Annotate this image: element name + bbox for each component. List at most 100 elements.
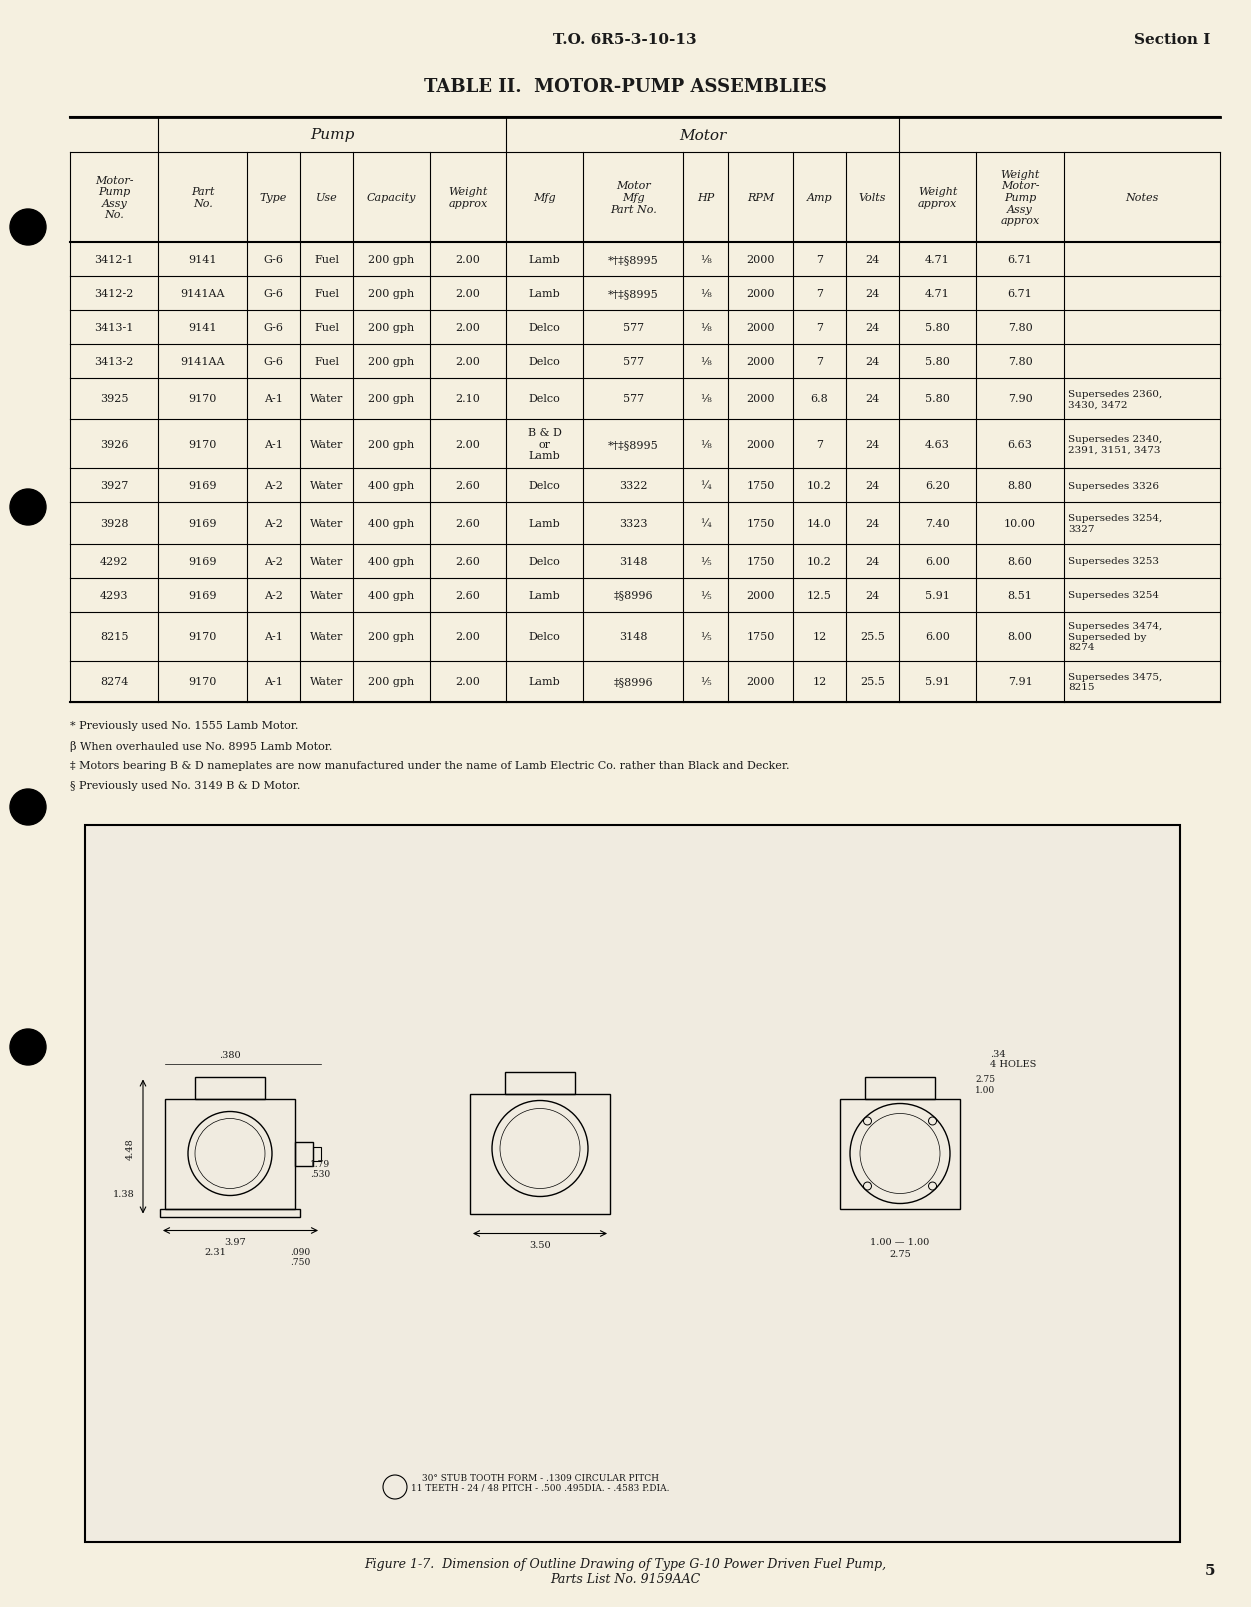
Text: Weight
approx: Weight approx (448, 186, 488, 209)
Text: Water: Water (310, 556, 343, 566)
Text: 1750: 1750 (747, 519, 774, 529)
Circle shape (10, 789, 46, 826)
Text: A-1: A-1 (264, 632, 283, 641)
Text: Supersedes 3475,
8215: Supersedes 3475, 8215 (1068, 672, 1162, 691)
Text: 200 gph: 200 gph (368, 439, 414, 450)
Bar (85, 826, 1180, 1543)
Text: Water: Water (310, 439, 343, 450)
Text: Supersedes 2340,
2391, 3151, 3473: Supersedes 2340, 2391, 3151, 3473 (1068, 435, 1162, 455)
Text: 5.91: 5.91 (924, 590, 950, 599)
Text: 9169: 9169 (189, 590, 216, 599)
Text: 1750: 1750 (747, 632, 774, 641)
Text: 200 gph: 200 gph (368, 677, 414, 686)
Text: 14.0: 14.0 (807, 519, 832, 529)
Text: Water: Water (310, 519, 343, 529)
Text: ⅕: ⅕ (701, 590, 711, 599)
Text: 3927: 3927 (100, 480, 129, 490)
Text: 200 gph: 200 gph (368, 256, 414, 265)
Text: 200 gph: 200 gph (368, 289, 414, 299)
Text: * Previously used No. 1555 Lamb Motor.: * Previously used No. 1555 Lamb Motor. (70, 720, 299, 731)
Text: Water: Water (310, 394, 343, 405)
Text: 2000: 2000 (747, 289, 774, 299)
Text: *†‡§8995: *†‡§8995 (608, 439, 658, 450)
Text: 5.80: 5.80 (924, 394, 950, 405)
Text: Delco: Delco (529, 480, 560, 490)
Text: 9141AA: 9141AA (180, 357, 225, 366)
Text: 9141: 9141 (189, 323, 216, 333)
Text: 7: 7 (816, 439, 823, 450)
Text: Water: Water (310, 677, 343, 686)
Text: Delco: Delco (529, 323, 560, 333)
Text: 577: 577 (623, 357, 644, 366)
Text: 24: 24 (866, 480, 879, 490)
Text: 1750: 1750 (747, 480, 774, 490)
Text: Fuel: Fuel (314, 289, 339, 299)
Text: 4.63: 4.63 (924, 439, 950, 450)
Text: A-2: A-2 (264, 590, 283, 599)
Text: Supersedes 3254: Supersedes 3254 (1068, 591, 1160, 599)
Text: 9169: 9169 (189, 480, 216, 490)
Text: Water: Water (310, 632, 343, 641)
Text: 3148: 3148 (619, 632, 648, 641)
Text: 9141AA: 9141AA (180, 289, 225, 299)
Bar (160, 1208, 300, 1216)
Text: Fuel: Fuel (314, 256, 339, 265)
Text: 6.00: 6.00 (924, 632, 950, 641)
Text: Use: Use (315, 193, 338, 202)
Text: Part
No.: Part No. (191, 186, 214, 209)
Text: 5.80: 5.80 (924, 357, 950, 366)
Text: 400 gph: 400 gph (368, 556, 414, 566)
Text: 24: 24 (866, 556, 879, 566)
Text: ⅕: ⅕ (701, 632, 711, 641)
Bar (505, 1072, 575, 1094)
Text: Lamb: Lamb (529, 289, 560, 299)
Text: .380: .380 (219, 1049, 240, 1059)
Text: A-1: A-1 (264, 394, 283, 405)
Text: ⅕: ⅕ (701, 677, 711, 686)
Text: Supersedes 3326: Supersedes 3326 (1068, 482, 1160, 490)
Text: 8.51: 8.51 (1007, 590, 1032, 599)
Text: 3.50: 3.50 (529, 1239, 550, 1249)
Text: 2.75
1.00: 2.75 1.00 (975, 1075, 995, 1094)
Text: Lamb: Lamb (529, 590, 560, 599)
Text: 24: 24 (866, 289, 879, 299)
Text: Section I: Section I (1133, 34, 1210, 47)
Text: Supersedes 3253: Supersedes 3253 (1068, 556, 1160, 566)
Text: Motor: Motor (679, 129, 727, 143)
Text: ‡§8996: ‡§8996 (613, 677, 653, 686)
Text: 2.00: 2.00 (455, 677, 480, 686)
Text: 9169: 9169 (189, 556, 216, 566)
Text: ¼: ¼ (701, 519, 711, 529)
Text: 24: 24 (866, 439, 879, 450)
Text: 8.80: 8.80 (1007, 480, 1032, 490)
Text: 24: 24 (866, 590, 879, 599)
Text: 12: 12 (812, 632, 827, 641)
Text: Pump: Pump (310, 129, 354, 143)
Text: *†‡§8995: *†‡§8995 (608, 289, 658, 299)
Text: Lamb: Lamb (529, 519, 560, 529)
Text: A-2: A-2 (264, 556, 283, 566)
Text: Fuel: Fuel (314, 323, 339, 333)
Text: A-1: A-1 (264, 677, 283, 686)
Text: .090
.750: .090 .750 (290, 1247, 310, 1266)
Text: Weight
approx: Weight approx (918, 186, 957, 209)
Text: 577: 577 (623, 394, 644, 405)
Circle shape (10, 1030, 46, 1065)
Text: Delco: Delco (529, 394, 560, 405)
Text: 3928: 3928 (100, 519, 129, 529)
Text: 10.2: 10.2 (807, 480, 832, 490)
Text: Supersedes 2360,
3430, 3472: Supersedes 2360, 3430, 3472 (1068, 389, 1162, 408)
Text: Weight
Motor-
Pump
Assy
approx: Weight Motor- Pump Assy approx (1001, 170, 1040, 227)
Text: 9170: 9170 (189, 394, 216, 405)
Text: 3413-1: 3413-1 (95, 323, 134, 333)
Text: 2.00: 2.00 (455, 439, 480, 450)
Text: 9170: 9170 (189, 632, 216, 641)
Text: RPM: RPM (747, 193, 774, 202)
Text: 7: 7 (816, 357, 823, 366)
Text: Mfg: Mfg (533, 193, 555, 202)
Text: ⅛: ⅛ (701, 323, 711, 333)
Bar (864, 1077, 934, 1099)
Text: Supersedes 3254,
3327: Supersedes 3254, 3327 (1068, 514, 1162, 534)
Text: § Previously used No. 3149 B & D Motor.: § Previously used No. 3149 B & D Motor. (70, 781, 300, 791)
Text: Delco: Delco (529, 556, 560, 566)
